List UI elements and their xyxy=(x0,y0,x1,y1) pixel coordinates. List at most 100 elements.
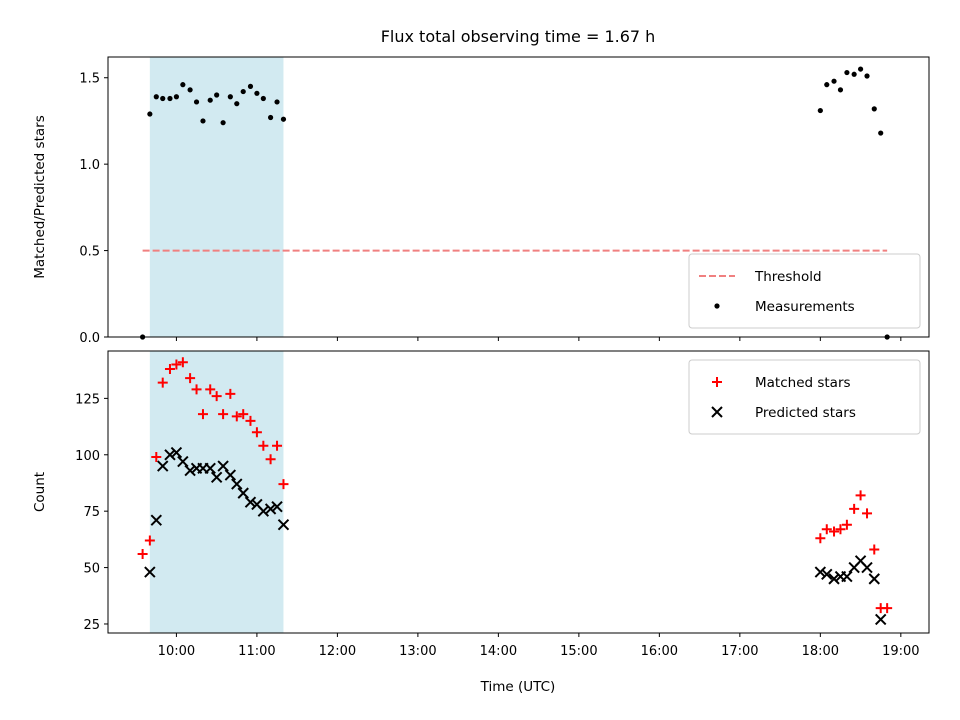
measurement-point xyxy=(831,78,837,84)
measurement-point xyxy=(864,73,870,79)
legend-label: Measurements xyxy=(755,299,855,315)
measurement-point xyxy=(878,130,884,136)
measurement-point xyxy=(280,116,287,122)
predicted-star-point xyxy=(841,570,853,583)
predicted-star-point xyxy=(814,566,827,578)
matched-star-point xyxy=(855,490,866,501)
matched-star-point xyxy=(272,440,283,451)
axes-frame xyxy=(107,56,930,338)
matched-star-point xyxy=(231,411,242,422)
predicted-star-point xyxy=(257,505,270,517)
y-tick-label: 1.5 xyxy=(79,72,100,87)
matched-star-point xyxy=(869,544,880,555)
y-tick-label: 50 xyxy=(83,562,100,577)
matched-star-point xyxy=(251,427,262,438)
predicted-star-point xyxy=(150,514,163,526)
matched-star-point xyxy=(197,409,208,420)
measurement-point xyxy=(240,88,246,95)
predicted-star-point xyxy=(231,478,243,490)
y-tick-label: 0.5 xyxy=(79,245,100,260)
measurement-point xyxy=(147,111,153,117)
measurement-point xyxy=(247,83,254,89)
predicted-star-point xyxy=(861,561,873,574)
x-tick-label: 11:00 xyxy=(238,644,275,659)
matched-star-point xyxy=(225,388,236,399)
matched-star-point xyxy=(218,409,229,420)
measurement-point xyxy=(254,90,260,96)
matched-star-point xyxy=(841,519,852,530)
measurement-point xyxy=(267,114,274,121)
measurement-point xyxy=(187,87,193,93)
legend-measurement-handle xyxy=(714,303,720,309)
series-measurements xyxy=(140,66,890,340)
legend-label: Matched stars xyxy=(755,375,851,391)
predicted-star-point xyxy=(157,460,169,472)
series-matched-stars xyxy=(137,357,893,614)
measurement-point xyxy=(214,92,220,98)
measurement-point xyxy=(234,101,240,107)
matched-star-point xyxy=(835,524,846,535)
matched-star-point xyxy=(862,508,873,519)
matched-star-point xyxy=(815,533,826,544)
measurement-point xyxy=(227,94,233,100)
matched-star-point xyxy=(238,409,249,420)
series-predicted-stars xyxy=(144,446,887,626)
ratio-panel: 0.0 0.5 1.0 1.5 Matched/Predicted stars Thres… xyxy=(32,56,930,346)
predicted-star-point xyxy=(874,613,887,626)
matched-star-point xyxy=(151,452,162,463)
measurement-point xyxy=(180,82,186,88)
measurement-point xyxy=(871,106,877,112)
y-tick-label: 125 xyxy=(75,392,100,407)
measurement-point xyxy=(160,95,166,102)
predicted-star-point xyxy=(271,500,283,513)
matched-star-point xyxy=(137,549,148,560)
predicted-star-point xyxy=(237,487,249,499)
predicted-star-point xyxy=(204,462,216,475)
x-tick-label: 10:00 xyxy=(158,644,195,659)
measurement-point xyxy=(173,94,180,100)
legend-predicted-handle xyxy=(711,406,723,418)
matched-star-point xyxy=(829,526,840,537)
predicted-star-point xyxy=(828,573,840,585)
x-tick-label: 18:00 xyxy=(802,644,839,659)
x-tick-label: 14:00 xyxy=(480,644,517,659)
matched-star-point xyxy=(164,364,175,375)
x-tick-label: 17:00 xyxy=(721,644,758,659)
legend: Threshold Measurements xyxy=(688,253,921,329)
predicted-star-point xyxy=(184,464,196,477)
measurement-point xyxy=(851,71,857,77)
legend-box xyxy=(688,253,921,329)
count-panel: 25 50 75 100 125 10:00 11:00 12:00 13:00 14:00 15:… xyxy=(32,350,930,659)
measurement-point xyxy=(817,107,823,114)
matched-star-point xyxy=(157,377,168,388)
measurement-point xyxy=(153,94,159,100)
measurement-point xyxy=(193,99,200,105)
x-tick-label: 12:00 xyxy=(319,644,356,659)
x-tick-label: 13:00 xyxy=(399,644,436,659)
y-tick-label: 75 xyxy=(83,505,100,520)
matched-star-point xyxy=(171,359,182,370)
predicted-star-point xyxy=(177,455,189,468)
matched-star-point xyxy=(278,479,289,490)
matched-star-point xyxy=(265,454,276,465)
measurement-point xyxy=(857,66,864,72)
legend-label: Predicted stars xyxy=(755,405,856,421)
matched-star-point xyxy=(177,357,188,368)
matched-star-point xyxy=(245,415,256,426)
y-tick-label: 25 xyxy=(83,618,100,633)
measurement-point xyxy=(207,97,213,103)
measurement-point xyxy=(200,118,206,124)
predicted-star-point xyxy=(170,446,183,459)
x-tick-label: 15:00 xyxy=(560,644,597,659)
y-tick-label: 1.0 xyxy=(79,158,100,173)
matched-star-point xyxy=(849,503,860,514)
y-tick-label: 100 xyxy=(75,449,100,464)
y-axis-label: Matched/Predicted stars xyxy=(32,115,48,278)
measurement-point xyxy=(844,69,850,76)
predicted-star-point xyxy=(217,460,229,472)
shaded-interval xyxy=(149,57,284,337)
legend: Matched stars Predicted stars xyxy=(688,359,921,435)
predicted-star-point xyxy=(244,496,257,508)
matched-star-point xyxy=(211,391,222,402)
